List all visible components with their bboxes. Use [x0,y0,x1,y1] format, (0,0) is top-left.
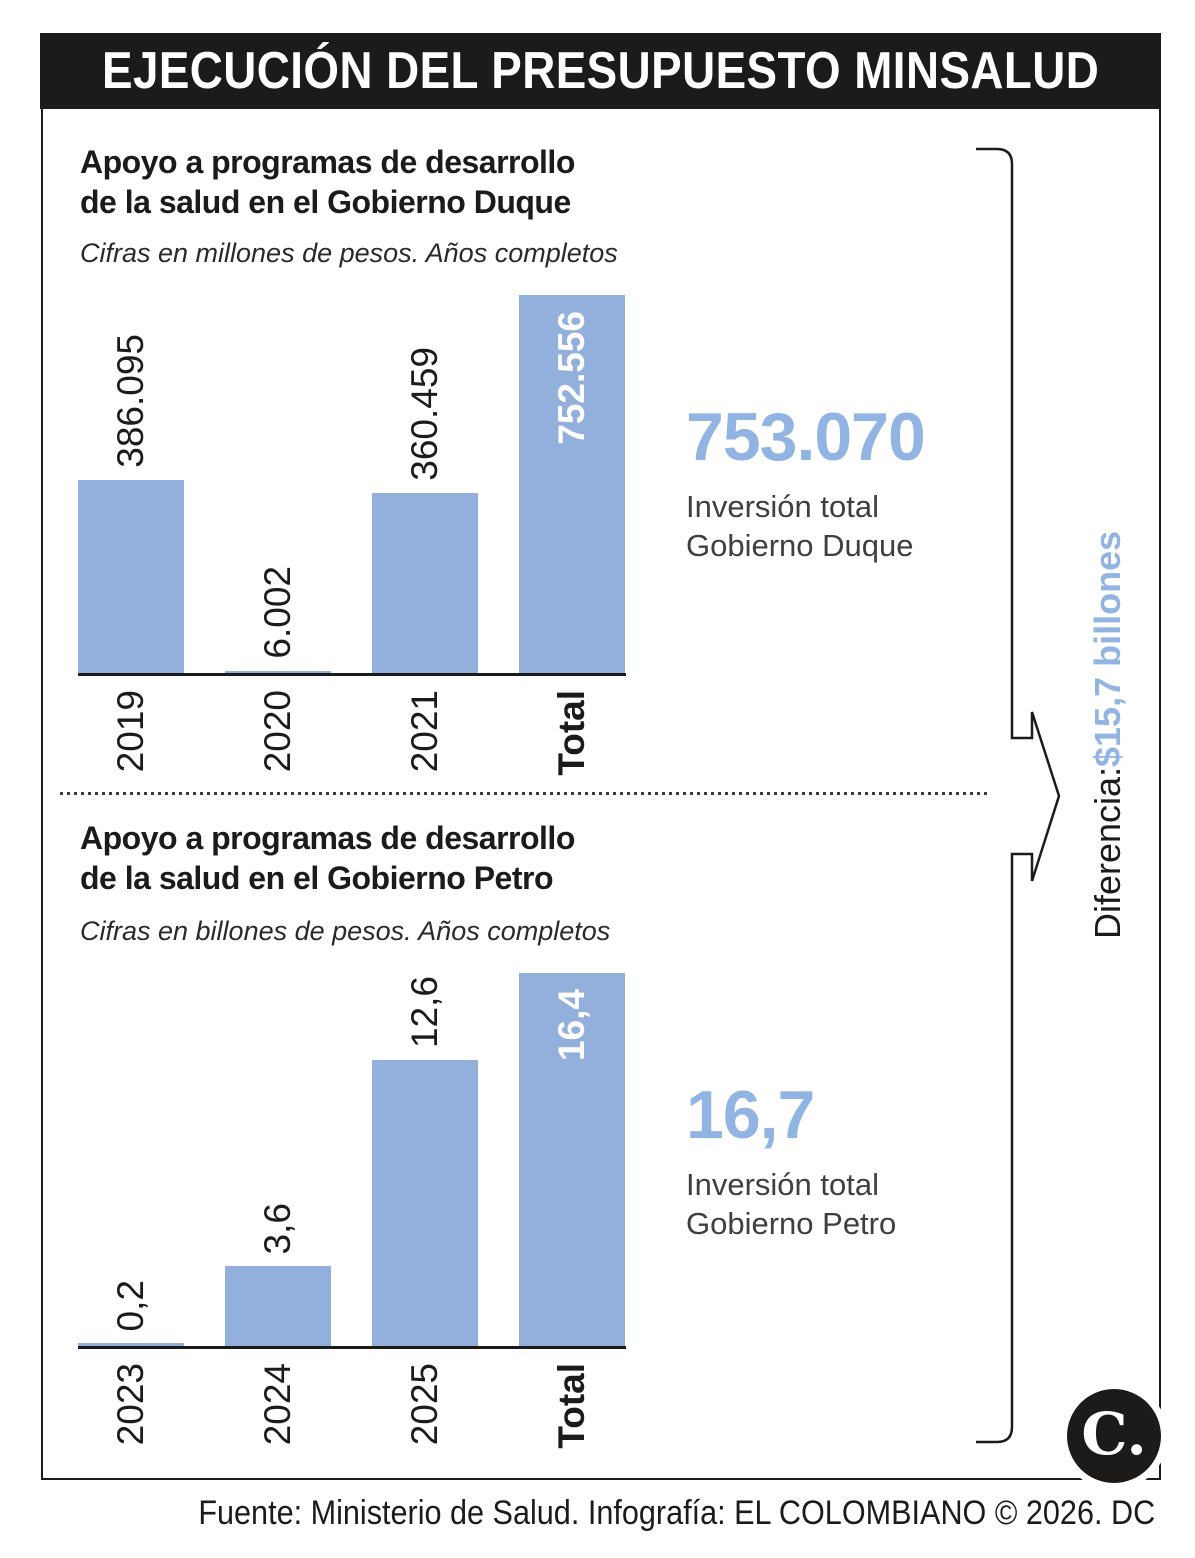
dotted-separator [60,792,988,795]
bar-group-2019: 386.095 [78,334,184,675]
x-label-text: Total [551,690,592,776]
bar-2023: 0,2 [78,1280,184,1348]
el-colombiano-logo: C. [1067,1389,1161,1483]
bar-value-label: 16,4 [551,989,592,1062]
x-label-text: Total [551,1363,592,1449]
x-labels-petro: 2023 2024 2025 Total [78,1363,626,1458]
bar-group-2025: 12,6 [372,976,478,1348]
page-title: EJECUCIÓN DEL PRESUPUESTO MINSALUD [101,42,1100,100]
source-credit: Fuente: Ministerio de Salud. Infografía:… [198,1494,1155,1532]
x-label-text: 2025 [404,1363,445,1446]
bar-value-label: 752.556 [551,311,592,445]
x-label-text: 2023 [110,1363,151,1446]
bar-value-label: 3,6 [257,1202,298,1254]
x-label: 2021 [372,690,478,785]
content-frame [41,108,1161,1480]
chart-duque-title: Apoyo a programas de desarrollo de la sa… [80,142,575,222]
page-title-bar: EJECUCIÓN DEL PRESUPUESTO MINSALUD [40,33,1161,109]
bar-value-label: 360.459 [404,347,445,481]
bar-value-label: 12,6 [404,975,445,1048]
x-label-text: 2020 [257,690,298,773]
difference-value: $15,7 billones [1087,530,1128,768]
bar-value-label: 0,2 [110,1279,151,1331]
chart-duque-plot: 386.095 6.002 360.459 752.556 [78,295,626,675]
x-label: 2023 [78,1363,184,1458]
bar-total-petro: 16,4 [519,973,625,1348]
x-label-total: Total [519,690,625,785]
x-axis-duque [78,673,626,676]
caption-line2: Gobierno Duque [686,528,914,563]
chart-petro-subtitle: Cifras en billones de pesos. Años comple… [80,916,611,946]
caption-line1: Inversión total [686,489,879,524]
chart-title-line1: Apoyo a programas de desarrollo [80,820,575,856]
x-label-text: 2019 [110,690,151,773]
x-label: 2024 [225,1363,331,1458]
petro-total-caption: Inversión total Gobierno Petro [686,1165,896,1243]
bar-group-2021: 360.459 [372,347,478,675]
x-label: 2025 [372,1363,478,1458]
bar-2024: 3,6 [225,1203,331,1348]
chart-duque-subtitle: Cifras en millones de pesos. Años comple… [80,238,618,268]
logo-monogram: C. [1081,1400,1147,1468]
x-label-text: 2024 [257,1363,298,1446]
bar-group-2024: 3,6 [225,1203,331,1348]
x-label-total: Total [519,1363,625,1458]
x-labels-duque: 2019 2020 2021 Total [78,690,626,785]
bar-group-total-petro: 16,4 [519,973,625,1348]
bar-total-duque: 752.556 [519,295,625,675]
chart-petro-title: Apoyo a programas de desarrollo de la sa… [80,818,575,898]
x-label-text: 2021 [404,690,445,773]
duque-total-caption: Inversión total Gobierno Duque [686,487,914,565]
chart-title-line2: de la salud en el Gobierno Petro [80,860,553,896]
x-axis-petro [78,1346,626,1349]
chart-title-line1: Apoyo a programas de desarrollo [80,144,575,180]
x-label: 2019 [78,690,184,785]
difference-prefix: Diferencia: [1087,767,1128,940]
caption-line2: Gobierno Petro [686,1206,897,1241]
bar-2025: 12,6 [372,976,478,1348]
bar-value-label: 386.095 [110,334,151,468]
bar-value-label: 6.002 [257,566,298,659]
difference-label: Diferencia: $15,7 billones [1084,452,1132,1018]
bar-2021: 360.459 [372,347,478,675]
petro-total-number: 16,7 [686,1077,815,1153]
bar-2019: 386.095 [78,334,184,675]
chart-petro-plot: 0,2 3,6 12,6 16,4 [78,973,626,1348]
bar-group-total-duque: 752.556 [519,295,625,675]
bar-group-2023: 0,2 [78,1280,184,1348]
chart-title-line2: de la salud en el Gobierno Duque [80,184,571,220]
x-label: 2020 [225,690,331,785]
duque-total-number: 753.070 [686,399,926,475]
caption-line1: Inversión total [686,1167,879,1202]
